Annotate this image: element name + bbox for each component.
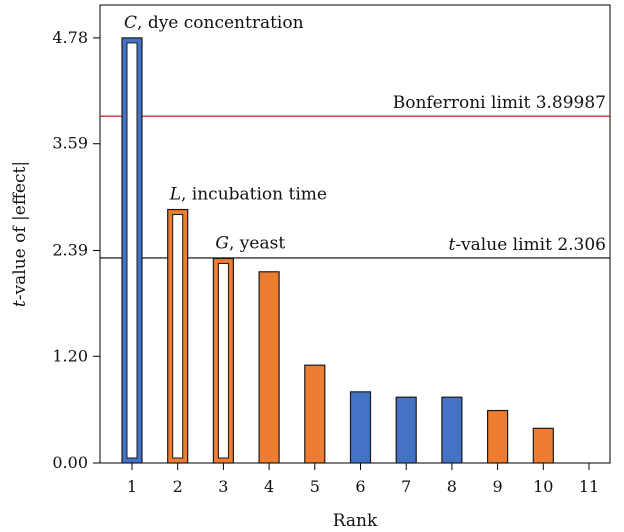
x-tick-label: 3 bbox=[218, 477, 228, 496]
bar-rank-10 bbox=[532, 427, 554, 464]
x-tick-label: 9 bbox=[493, 477, 503, 496]
bar-rank-6 bbox=[349, 391, 372, 464]
y-tick-label: 1.20 bbox=[52, 346, 88, 365]
annotation-bar-1: C, dye concentration bbox=[124, 13, 304, 33]
bar-rank-5 bbox=[304, 364, 326, 464]
y-tick-label: 0.00 bbox=[52, 453, 88, 472]
t-value-limit-label: t-value limit 2.306 bbox=[448, 235, 606, 255]
annotation-bar-2: L, incubation time bbox=[169, 185, 327, 205]
y-axis-title: t-value of |effect| bbox=[10, 161, 30, 307]
bar-rank-9 bbox=[487, 409, 509, 464]
bar-rank-8 bbox=[441, 396, 463, 464]
x-tick-label: 11 bbox=[579, 477, 599, 496]
x-tick-label: 6 bbox=[355, 477, 365, 496]
annotation-bar-3: G, yeast bbox=[215, 233, 285, 253]
x-tick-label: 7 bbox=[401, 477, 411, 496]
x-tick-label: 10 bbox=[533, 477, 553, 496]
x-tick-label: 2 bbox=[173, 477, 183, 496]
bar-rank-4 bbox=[258, 271, 280, 464]
y-tick-label: 3.59 bbox=[52, 134, 88, 153]
bar-inner-2 bbox=[172, 214, 184, 459]
bar-inner-3 bbox=[217, 262, 229, 459]
y-tick-label: 4.78 bbox=[52, 28, 88, 47]
x-tick-label: 5 bbox=[310, 477, 320, 496]
x-tick-label: 8 bbox=[447, 477, 457, 496]
bonferroni-limit-label: Bonferroni limit 3.89987 bbox=[393, 93, 606, 113]
x-tick-label: 1 bbox=[127, 477, 137, 496]
x-tick-label: 4 bbox=[264, 477, 274, 496]
y-tick-label: 2.39 bbox=[52, 240, 88, 259]
x-axis-title: Rank bbox=[333, 511, 378, 531]
bar-inner-1 bbox=[126, 42, 138, 459]
bar-rank-7 bbox=[395, 396, 417, 464]
